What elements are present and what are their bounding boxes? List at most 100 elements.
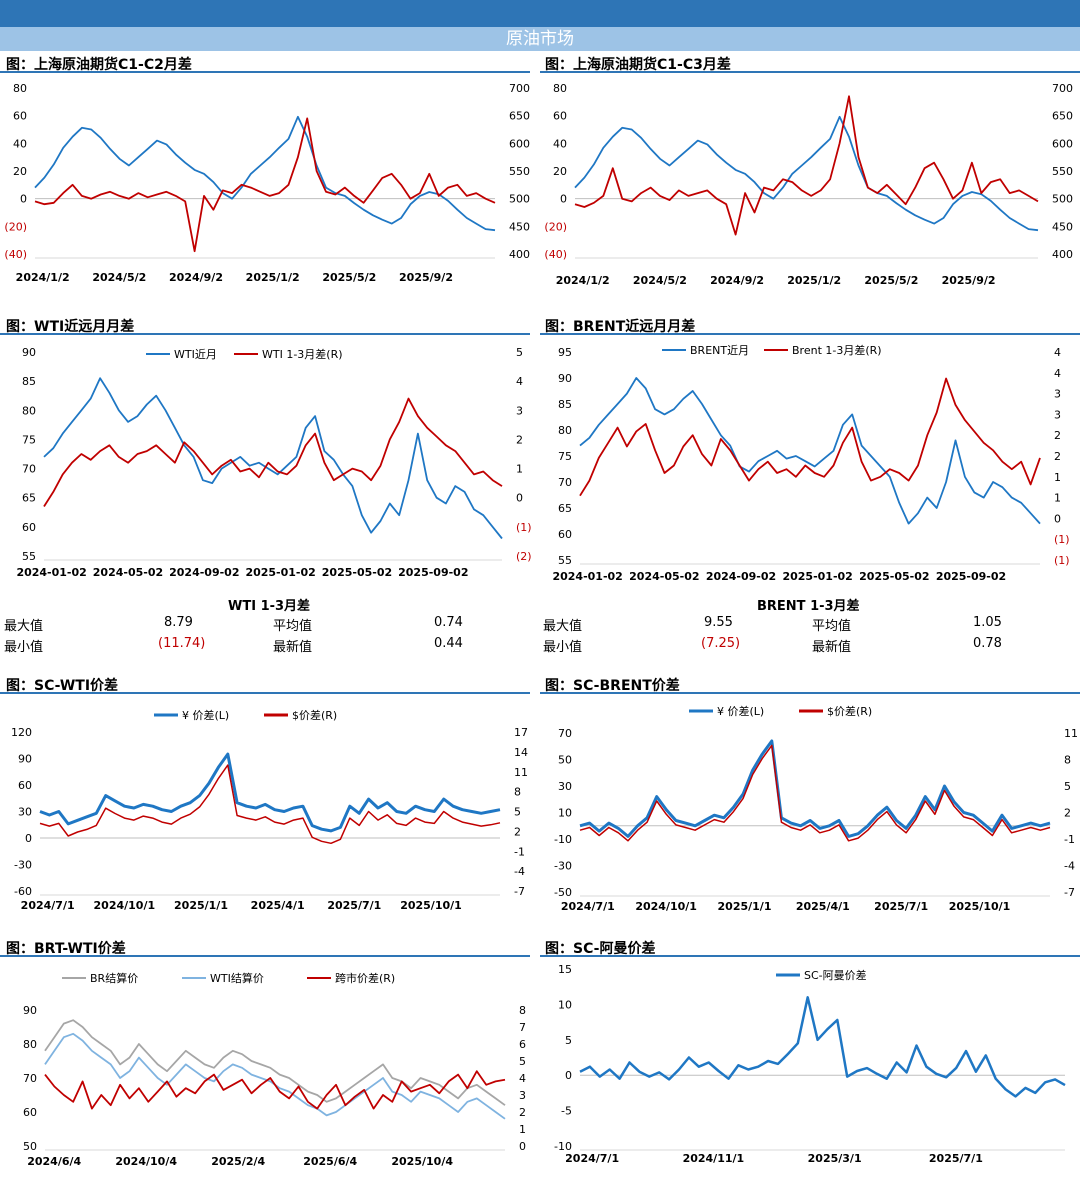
right-tick-label: 5	[519, 1055, 526, 1068]
brent-avg-value: 1.05	[973, 615, 1002, 630]
x-tick-label: 2024/7/1	[21, 899, 75, 912]
chart-title-c8: 图：SC-阿曼价差	[545, 941, 656, 957]
left-tick-label: 0	[565, 1069, 572, 1082]
x-tick-label: 2025/1/2	[787, 274, 841, 287]
chart-brent-spread: 95 90 85 80 75 70 65 60 55 4 4 3 3 2 2 1 1 0 (1) (1) 2024-01…	[552, 343, 1069, 583]
x-tick-label: 2025/4/1	[251, 899, 305, 912]
left-tick-label: 120	[11, 726, 32, 739]
left-tick-label: 80	[558, 424, 572, 437]
divider	[0, 71, 530, 73]
left-tick-label: -30	[554, 860, 572, 873]
x-tick-label: 2025/9/2	[942, 274, 996, 287]
legend-label: WTI 1-3月差(R)	[262, 347, 343, 361]
wti-min-value: (11.74)	[158, 636, 206, 651]
right-tick-label: 3	[516, 404, 523, 417]
legend-label: BR结算价	[90, 971, 138, 985]
chart-title-c7: 图：BRT-WTI价差	[6, 941, 126, 957]
left-tick-label: 95	[558, 346, 572, 359]
legend-label: BRENT近月	[690, 344, 749, 357]
left-tick-label: 0	[20, 193, 27, 206]
legend-label: ¥ 价差(L)	[717, 704, 764, 718]
left-tick-label: 85	[22, 375, 36, 388]
chart-title-c4: 图：BRENT近远月月差	[545, 319, 696, 335]
right-tick-label: 8	[514, 786, 521, 799]
left-tick-label: 60	[13, 110, 27, 123]
left-tick-label: 15	[558, 963, 572, 976]
legend-label: SC-阿曼价差	[804, 968, 867, 982]
left-tick-label: -10	[554, 833, 572, 846]
x-tick-label: 2024-01-02	[16, 566, 86, 579]
wti-stats-title: WTI 1-3月差	[228, 599, 311, 614]
chart-sc-brent: 70 50 30 10 -10 -30 -50 11 8 5 2 -1 -4 -7 2024/7/1 2024…	[554, 704, 1078, 913]
wti-avg-label: 平均值	[273, 619, 313, 634]
x-tick-label: 2024-05-02	[93, 566, 163, 579]
x-tick-label: 2025-05-02	[322, 566, 392, 579]
right-tick-label: 5	[514, 806, 521, 819]
right-tick-label: -4	[1064, 860, 1075, 873]
left-tick-label: -10	[554, 1140, 572, 1153]
x-tick-label: 2024/7/1	[561, 900, 615, 913]
left-tick-label: 55	[22, 550, 36, 563]
right-tick-label: 1	[1054, 492, 1061, 505]
x-tick-label: 2025/6/4	[303, 1155, 357, 1168]
x-tick-label: 2024-05-02	[629, 570, 699, 583]
legend-label: WTI结算价	[210, 971, 264, 985]
right-tick-label: 0	[516, 492, 523, 505]
left-tick-label: 40	[13, 137, 27, 150]
right-tick-label: -1	[1064, 833, 1075, 846]
right-tick-label: 650	[509, 110, 530, 123]
series-line-1	[579, 377, 1041, 525]
series-line-2	[44, 1032, 506, 1120]
x-tick-label: 2025/1/1	[174, 899, 228, 912]
wti-min-label: 最小值	[4, 640, 44, 655]
left-tick-label: 30	[18, 806, 32, 819]
left-tick-label: 0	[560, 193, 567, 206]
x-tick-label: 2025/5/2	[322, 271, 376, 284]
series-line-2	[574, 95, 1039, 236]
left-tick-label: 5	[565, 1034, 572, 1047]
right-tick-label: 11	[1064, 727, 1078, 740]
divider	[540, 333, 1080, 335]
divider	[0, 692, 530, 694]
right-tick-label: 1	[516, 463, 523, 476]
right-tick-label: 7	[519, 1021, 526, 1034]
left-tick-label: 90	[558, 372, 572, 385]
x-tick-label: 2024/5/2	[633, 274, 687, 287]
left-tick-label: 10	[558, 807, 572, 820]
left-tick-label: -60	[14, 885, 32, 898]
right-tick-label: 550	[509, 165, 530, 178]
x-tick-label: 2025/10/1	[949, 900, 1011, 913]
x-tick-label: 2024/9/2	[710, 274, 764, 287]
right-tick-label: (2)	[516, 550, 532, 563]
right-tick-label: 500	[509, 193, 530, 206]
brent-max-value: 9.55	[704, 615, 733, 630]
left-tick-label: 20	[13, 165, 27, 178]
left-tick-label: -50	[554, 886, 572, 899]
wti-avg-value: 0.74	[434, 615, 463, 630]
x-tick-label: 2025/10/4	[391, 1155, 453, 1168]
left-tick-label: 60	[558, 528, 572, 541]
left-tick-label: 60	[23, 1106, 37, 1119]
x-tick-label: 2025/1/2	[246, 271, 300, 284]
brent-latest-value: 0.78	[973, 636, 1002, 651]
left-tick-label: 60	[553, 110, 567, 123]
x-tick-label: 2025/7/1	[929, 1152, 983, 1165]
right-tick-label: 14	[514, 746, 528, 759]
left-tick-label: 85	[558, 398, 572, 411]
x-tick-label: 2025/7/1	[327, 899, 381, 912]
left-tick-label: 70	[558, 476, 572, 489]
x-tick-label: 2024/10/1	[94, 899, 156, 912]
right-tick-label: -4	[514, 865, 525, 878]
right-tick-label: 2	[516, 433, 523, 446]
x-tick-label: 2024/11/1	[683, 1152, 745, 1165]
left-tick-label: 60	[18, 779, 32, 792]
x-tick-label: 2024/10/4	[115, 1155, 177, 1168]
series-line-1	[43, 377, 503, 540]
left-tick-label: 50	[23, 1140, 37, 1153]
left-tick-label: 90	[22, 346, 36, 359]
left-tick-label: 60	[22, 521, 36, 534]
left-tick-label: 70	[23, 1072, 37, 1085]
brent-stats-title: BRENT 1-3月差	[757, 599, 860, 614]
x-tick-label: 2025/3/1	[808, 1152, 862, 1165]
